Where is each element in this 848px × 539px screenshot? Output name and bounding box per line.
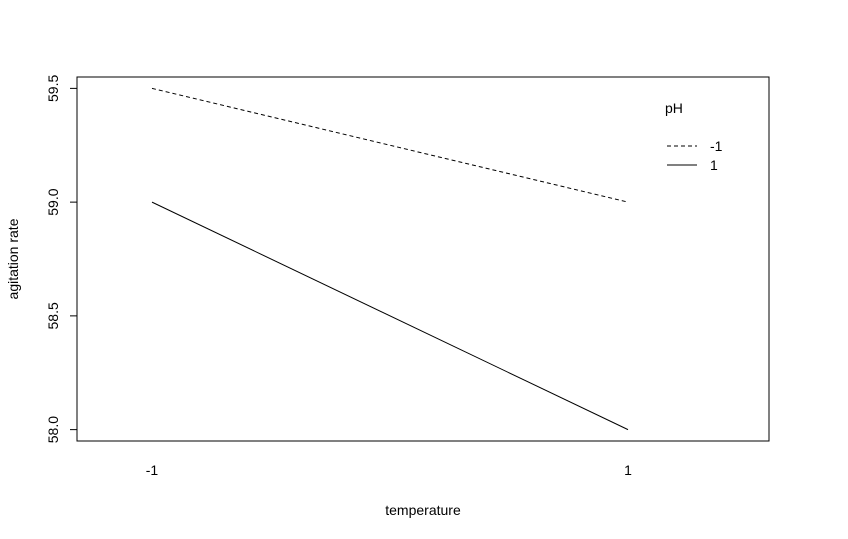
legend-title: pH: [665, 100, 683, 116]
x-tick-label: -1: [146, 462, 159, 478]
x-axis: -1 1: [146, 462, 632, 478]
legend-items: -11: [667, 138, 723, 173]
x-tick-label: 1: [624, 462, 632, 478]
legend: pH -11: [665, 100, 723, 173]
y-axis: 58.0 58.5 59.0 59.5: [45, 75, 78, 443]
y-tick-label: 59.5: [45, 75, 61, 102]
series-line-2: [151, 201, 629, 431]
series-lines: [151, 87, 629, 431]
legend-label: -1: [710, 138, 723, 154]
plot-frame: [76, 76, 770, 442]
y-tick-label: 59.0: [45, 188, 61, 215]
legend-label: 1: [710, 157, 718, 173]
x-axis-title: temperature: [385, 502, 461, 518]
y-axis-title: agitation rate: [5, 218, 21, 299]
x-tick-labels: -1 1: [146, 462, 632, 478]
series-line-1: [151, 87, 629, 203]
y-tick-label: 58.0: [45, 416, 61, 443]
y-ticks: 58.0 58.5 59.0 59.5: [45, 75, 77, 443]
y-tick-label: 58.5: [45, 302, 61, 329]
